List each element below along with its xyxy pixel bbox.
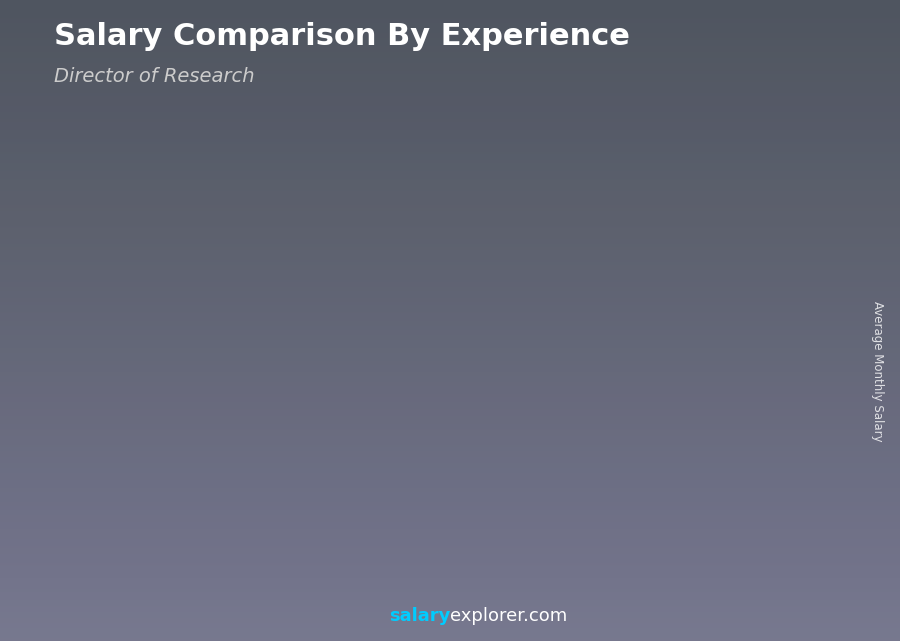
Polygon shape [582,246,658,256]
Text: +21%: +21% [407,206,470,224]
Polygon shape [462,281,466,564]
Polygon shape [402,320,418,564]
Polygon shape [702,240,706,564]
FancyArrowPatch shape [287,310,345,369]
Polygon shape [342,320,418,331]
Text: Director of Research: Director of Research [54,67,255,87]
FancyArrowPatch shape [167,362,225,415]
Text: 8,620 SGD: 8,620 SGD [138,381,216,396]
Polygon shape [522,271,537,564]
Polygon shape [102,431,162,564]
Text: Salary Comparison By Experience: Salary Comparison By Experience [54,22,630,51]
Text: explorer.com: explorer.com [450,607,567,625]
Polygon shape [762,229,778,564]
Text: 15,600 SGD: 15,600 SGD [608,221,696,236]
Polygon shape [462,281,522,564]
Text: Average Monthly Salary: Average Monthly Salary [871,301,884,442]
Polygon shape [102,431,106,564]
Text: 11,200 SGD: 11,200 SGD [248,328,336,342]
Polygon shape [162,420,177,564]
Text: +9%: +9% [534,185,583,203]
Polygon shape [102,420,177,431]
Text: +34%: +34% [166,310,230,329]
Text: 13,600 SGD: 13,600 SGD [368,278,456,293]
Polygon shape [702,229,778,240]
FancyArrowPatch shape [528,229,585,267]
Circle shape [755,26,776,44]
Polygon shape [642,246,658,564]
Polygon shape [342,331,346,564]
Polygon shape [462,271,537,281]
FancyArrowPatch shape [649,212,705,242]
Polygon shape [222,385,282,564]
Polygon shape [342,331,402,564]
Polygon shape [582,256,586,564]
FancyArrowPatch shape [408,259,465,316]
Polygon shape [582,256,642,564]
Polygon shape [734,50,837,80]
Circle shape [745,23,771,46]
Polygon shape [222,374,298,385]
Text: +5%: +5% [653,169,703,188]
Polygon shape [734,19,837,50]
Polygon shape [282,374,298,564]
Polygon shape [702,240,762,564]
Text: +30%: +30% [287,255,350,274]
Text: salary: salary [389,607,450,625]
Text: 6,420 SGD: 6,420 SGD [17,483,96,498]
Text: 14,800 SGD: 14,800 SGD [488,253,576,268]
Polygon shape [222,385,226,564]
